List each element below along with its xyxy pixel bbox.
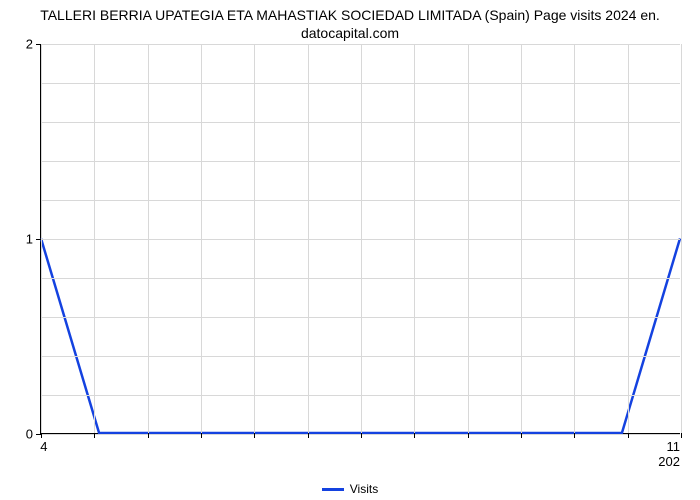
- grid-line-vertical: [361, 44, 362, 433]
- grid-line-vertical: [628, 44, 629, 433]
- x-tick-mark: [94, 433, 95, 438]
- x-tick-mark: [628, 433, 629, 438]
- grid-line-vertical: [148, 44, 149, 433]
- y-tick-label: 2: [26, 37, 33, 52]
- x-tick-mark: [361, 433, 362, 438]
- x-tick-mark: [41, 433, 42, 438]
- grid-line-vertical: [254, 44, 255, 433]
- grid-line-vertical: [94, 44, 95, 433]
- legend: Visits: [0, 481, 700, 496]
- plot-area: 012411202: [40, 44, 680, 434]
- x-tick-mark: [521, 433, 522, 438]
- y-tick-mark: [36, 44, 41, 45]
- x-tick-mark: [254, 433, 255, 438]
- x-tick-label-right-line1: 11: [658, 439, 680, 454]
- x-tick-mark: [574, 433, 575, 438]
- y-tick-mark: [36, 239, 41, 240]
- chart-title-line2: datocapital.com: [301, 25, 399, 41]
- x-tick-mark: [681, 433, 682, 438]
- y-tick-label: 0: [26, 427, 33, 442]
- legend-swatch: [322, 488, 344, 491]
- legend-label: Visits: [350, 482, 378, 496]
- x-tick-mark: [148, 433, 149, 438]
- x-tick-mark: [414, 433, 415, 438]
- grid-line-vertical: [574, 44, 575, 433]
- y-tick-label: 1: [26, 232, 33, 247]
- x-tick-mark: [308, 433, 309, 438]
- grid-line-vertical: [41, 44, 42, 433]
- x-tick-label-left: 4: [40, 439, 47, 454]
- chart-title: TALLERI BERRIA UPATEGIA ETA MAHASTIAK SO…: [0, 6, 700, 42]
- chart-title-line1: TALLERI BERRIA UPATEGIA ETA MAHASTIAK SO…: [40, 7, 660, 23]
- grid-line-vertical: [201, 44, 202, 433]
- grid-line-vertical: [468, 44, 469, 433]
- chart-container: TALLERI BERRIA UPATEGIA ETA MAHASTIAK SO…: [0, 0, 700, 500]
- x-tick-label-right: 11202: [658, 439, 680, 469]
- grid-line-vertical: [308, 44, 309, 433]
- x-tick-mark: [201, 433, 202, 438]
- grid-line-vertical: [414, 44, 415, 433]
- grid-line-vertical: [681, 44, 682, 433]
- grid-line-vertical: [521, 44, 522, 433]
- x-tick-mark: [468, 433, 469, 438]
- x-tick-label-right-line2: 202: [658, 454, 680, 469]
